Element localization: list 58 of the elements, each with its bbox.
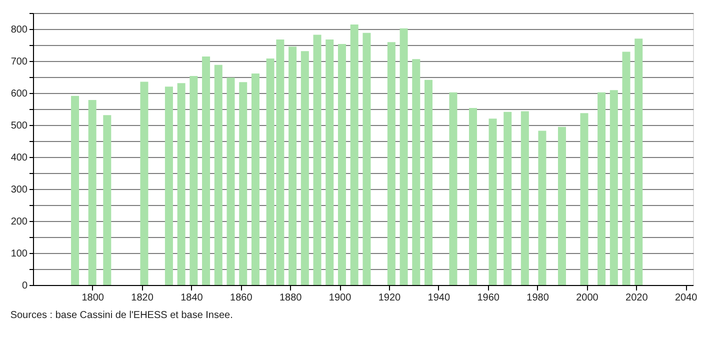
bar	[164, 86, 173, 285]
bar	[202, 56, 210, 285]
bar	[251, 73, 260, 285]
x-tick-label: 1860	[230, 292, 253, 304]
y-tick-label: 200	[10, 216, 28, 228]
bar	[598, 92, 606, 285]
y-tick-label: 500	[10, 120, 28, 132]
bar	[400, 28, 408, 285]
bar	[469, 108, 477, 285]
bar	[288, 46, 297, 285]
x-tick-label: 1800	[82, 292, 104, 304]
bar	[412, 59, 420, 285]
bar	[71, 96, 80, 285]
x-tick-label: 1820	[131, 292, 154, 304]
bar	[634, 38, 643, 285]
x-tick-label: 1960	[477, 292, 500, 304]
bar	[177, 83, 186, 285]
x-tick-label: 1940	[428, 292, 450, 304]
y-tick-label: 800	[10, 24, 28, 36]
bar	[449, 92, 458, 285]
bar	[313, 34, 322, 285]
bar	[190, 76, 198, 285]
bar	[504, 112, 512, 285]
x-tick-label: 1900	[328, 292, 352, 304]
bar	[424, 80, 433, 285]
y-tick-label: 400	[10, 152, 28, 164]
bar	[362, 32, 371, 285]
bar	[300, 51, 309, 285]
y-tick-label: 300	[10, 184, 28, 196]
bar	[88, 100, 96, 285]
x-tick-label: 2040	[674, 292, 698, 304]
bar	[580, 113, 588, 285]
bar	[326, 40, 334, 285]
bar	[558, 126, 566, 285]
bar	[610, 90, 618, 285]
bar	[226, 78, 235, 285]
bar	[214, 64, 222, 285]
x-tick-label: 1920	[378, 292, 402, 304]
x-tick-label: 2000	[576, 292, 599, 304]
bar	[140, 82, 148, 285]
source-note: Sources : base Cassini de l'EHESS et base Insee.	[10, 310, 233, 321]
x-tick-label: 2020	[626, 292, 648, 304]
bar	[488, 118, 497, 285]
y-tick-label: 100	[10, 248, 28, 260]
y-tick-label: 600	[10, 88, 28, 100]
x-tick-label: 1980	[526, 292, 550, 304]
bar	[520, 111, 529, 285]
bar	[239, 82, 248, 285]
x-tick-label: 1880	[279, 292, 302, 304]
bar	[387, 42, 396, 285]
bar	[103, 115, 112, 285]
bar	[622, 52, 630, 285]
y-tick-label: 700	[10, 56, 28, 68]
x-tick-label: 1840	[180, 292, 204, 304]
y-tick-label: 0	[22, 280, 28, 292]
bar	[350, 24, 358, 285]
bar	[538, 130, 546, 285]
bar	[338, 44, 346, 285]
